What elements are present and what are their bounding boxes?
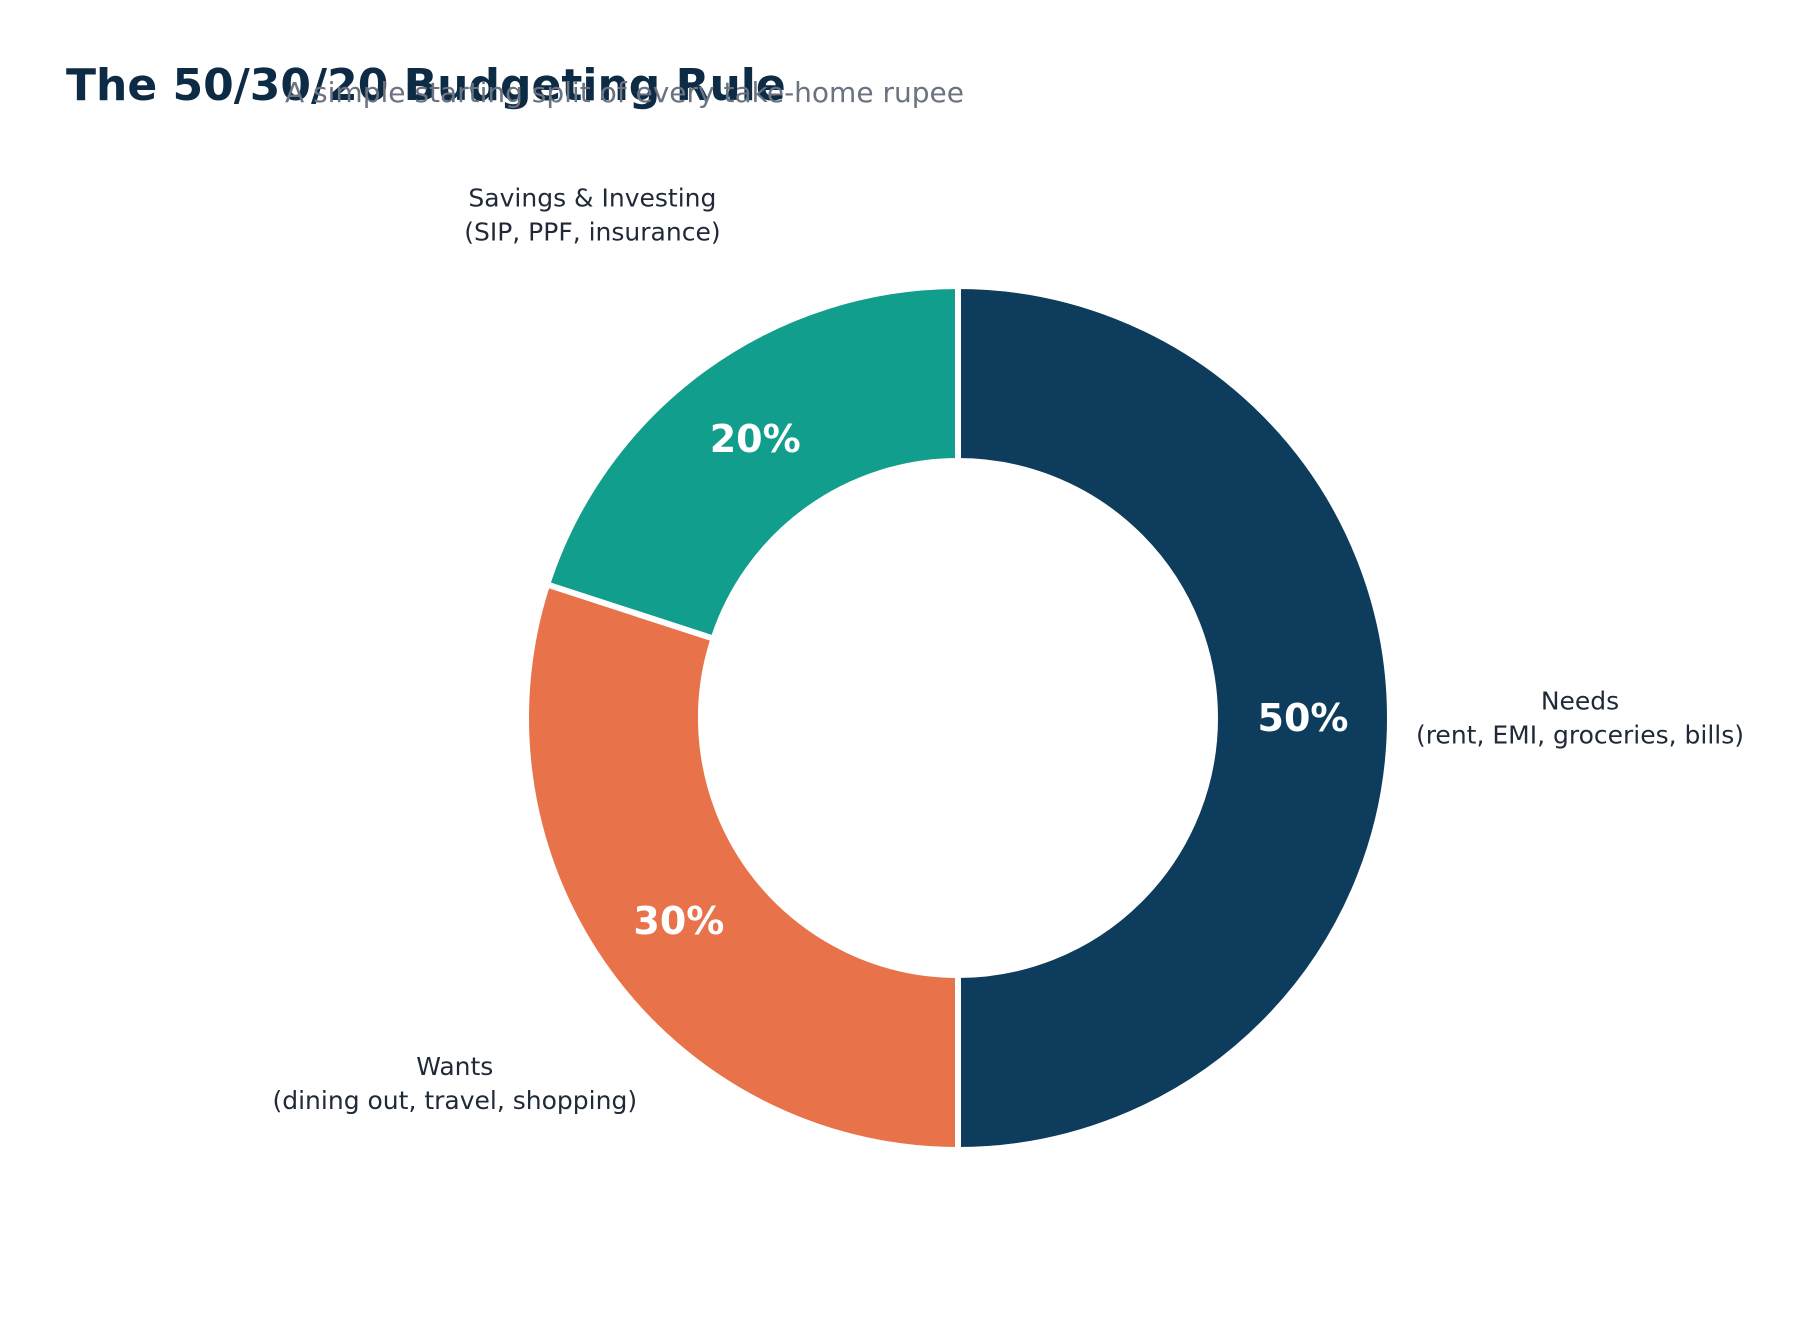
slice-label-wants: Wants (416, 1052, 493, 1081)
labels-layer: 50% Needs (rent, EMI, groceries, bills) 30%… (272, 183, 1744, 1115)
slice-detail-wants: (dining out, travel, shopping) (272, 1086, 637, 1115)
slice-detail-needs: (rent, EMI, groceries, bills) (1416, 721, 1744, 750)
slice-detail-savings-investing: (SIP, PPF, insurance) (464, 217, 720, 246)
slice-needs (955, 282, 1393, 1154)
pct-label-needs: 50% (1258, 696, 1349, 740)
slice-wants (523, 580, 961, 1154)
slices-layer (523, 282, 1393, 1154)
slice-label-savings-investing: Savings & Investing (468, 183, 716, 212)
slice-savings-investing (543, 282, 961, 643)
slice-label-needs: Needs (1541, 687, 1619, 716)
pct-label-savings-investing: 20% (710, 417, 801, 461)
chart-title: The 50/30/20 Budgeting Rule (66, 60, 786, 111)
chart-subtitle: A simple starting split of every take-ho… (285, 76, 964, 109)
pct-label-wants: 30% (633, 899, 724, 943)
